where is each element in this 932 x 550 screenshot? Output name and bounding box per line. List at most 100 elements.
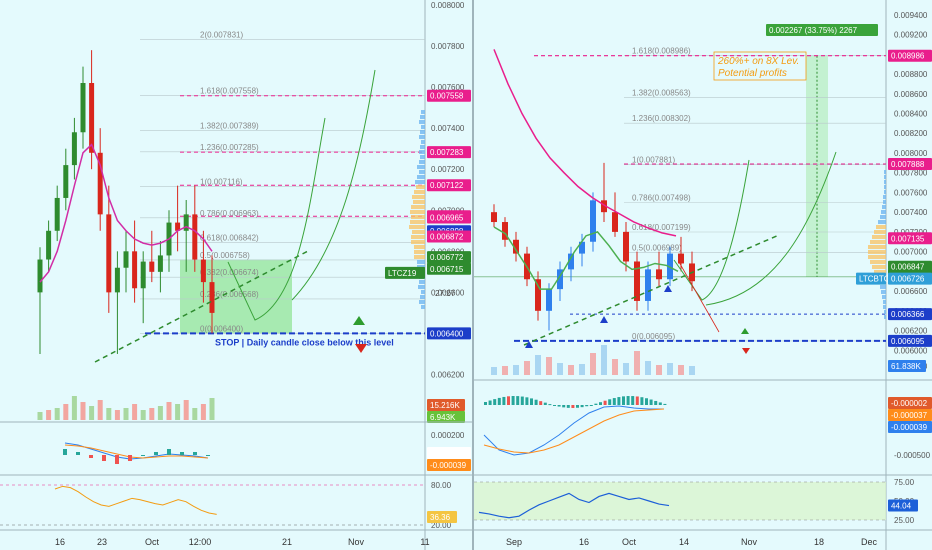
projection-path-1 (227, 117, 326, 321)
volume-bar (132, 404, 138, 420)
volume-profile-bar (420, 130, 425, 134)
rsi-tick-label: 75.00 (894, 478, 915, 487)
y-tick-label: 0.007400 (894, 208, 928, 217)
volume-profile-bar (421, 125, 425, 129)
candle-body (612, 212, 618, 232)
volume-profile-bar (414, 255, 425, 259)
macd-tag: -0.000039 (891, 423, 928, 432)
y-tick-label: 0.008600 (894, 90, 928, 99)
down-arrow-icon (742, 348, 750, 354)
macd-histogram-bar (115, 455, 119, 464)
volume-profile-bar (419, 170, 425, 174)
volume-profile-bar (868, 250, 886, 254)
volume-bar (149, 408, 155, 420)
volume-profile-bar (421, 140, 425, 144)
volume-bar (667, 363, 673, 375)
macd-histogram-bar (511, 396, 515, 405)
x-tick-label: 14 (679, 537, 689, 547)
candle-body (568, 253, 574, 270)
macd-histogram-bar (658, 402, 662, 405)
macd-histogram-bar (580, 405, 584, 408)
fib-label: 2(0.007831) (200, 31, 243, 40)
volume-profile-bar (415, 180, 425, 184)
candle-body (97, 152, 103, 215)
volume-bar (579, 364, 585, 375)
ltcz19-chart-svg[interactable]: 0.008000 0.007800 0.007600 0.007400 0.007200… (0, 0, 472, 550)
y-tick-label: 0.007800 (431, 42, 465, 51)
y-tick-label: 0.006200 (894, 327, 928, 336)
target-label-bg (766, 24, 878, 36)
up-arrow-icon (353, 316, 365, 325)
stop-annotation: STOP | Daily candle close below this lev… (215, 337, 394, 347)
volume-profile-bar (421, 305, 425, 309)
volume-profile-bar (884, 185, 886, 189)
symbol-value-tag: 0.006726 (891, 275, 925, 284)
macd-histogram-bar (543, 402, 547, 405)
macd-tag-bg (888, 409, 932, 421)
volume-bar (80, 402, 86, 420)
fib-label: 1.382(0.007389) (200, 121, 259, 130)
ltcbtc-chart-svg[interactable]: 0.0094000.0092000.0090000.0088000.008600… (474, 0, 932, 550)
macd-histogram-bar (649, 399, 653, 405)
macd-histogram-bar (576, 405, 579, 408)
rsi-tick-label: 25.00 (894, 516, 915, 525)
volume-profile-bar (411, 235, 425, 239)
macd-histogram-bar (663, 403, 667, 405)
macd-histogram-bar (603, 400, 607, 405)
volume-profile-bar (412, 230, 425, 234)
fib-label: 0.786(0.006963) (200, 209, 259, 218)
volume-bar (513, 365, 519, 375)
price-tag: 0.007888 (891, 160, 925, 169)
x-tick-label: Oct (622, 537, 637, 547)
candle-body (579, 241, 585, 254)
volume-bar (546, 357, 552, 375)
volume-profile-bar (409, 225, 425, 229)
price-tag-bg (427, 230, 471, 243)
macd-histogram-bar (566, 405, 570, 408)
y-tick-label: 0.006200 (431, 370, 465, 379)
volume-profile-bar (421, 110, 425, 114)
candle-body (678, 253, 684, 264)
fib-label: 1.236(0.007285) (200, 143, 259, 152)
volume-bar (590, 353, 596, 375)
volume-bar (524, 361, 530, 375)
candle-body (557, 269, 563, 290)
volume-profile-bar (884, 170, 886, 174)
candle-body (200, 259, 206, 283)
ema-line (39, 143, 213, 283)
volume-profile-bar (884, 180, 886, 184)
volume-bar (183, 400, 189, 420)
x-tick-label: 16 (579, 537, 589, 547)
macd-histogram-bar (89, 455, 93, 458)
macd-histogram-bar (488, 400, 492, 405)
candle-body (63, 165, 69, 198)
macd-histogram-bar (640, 397, 644, 405)
price-tag-bg (427, 146, 471, 159)
macd-histogram-bar (557, 405, 561, 407)
volume-profile-bar (419, 280, 425, 284)
volume-bar (491, 367, 497, 375)
volume-bar (601, 345, 607, 375)
candle-body (192, 214, 198, 260)
volume-bar (568, 365, 574, 375)
volume-bar (557, 363, 563, 375)
price-tag: 0.006095 (891, 337, 925, 346)
price-tag: 0.007558 (430, 92, 464, 101)
volume-bar (37, 412, 43, 420)
volume-profile-bar (419, 300, 425, 304)
volume-profile-bar (412, 195, 425, 199)
price-tag-bg (427, 211, 471, 224)
volume-bar (502, 366, 508, 375)
candle-body (89, 83, 95, 153)
volume-profile-bar (868, 255, 886, 259)
price-tag: 0.008986 (891, 52, 925, 61)
up-arrow-icon (741, 328, 749, 334)
macd-histogram-bar (612, 398, 616, 405)
price-tag-bg (888, 158, 932, 171)
projection-path-2 (291, 69, 376, 301)
fib-label: 1.618(0.007558) (200, 87, 259, 96)
macd-signal-line (64, 444, 209, 459)
macd-histogram-bar (63, 449, 67, 455)
target-zone-box (180, 259, 292, 334)
volume-profile-bar (418, 285, 425, 289)
